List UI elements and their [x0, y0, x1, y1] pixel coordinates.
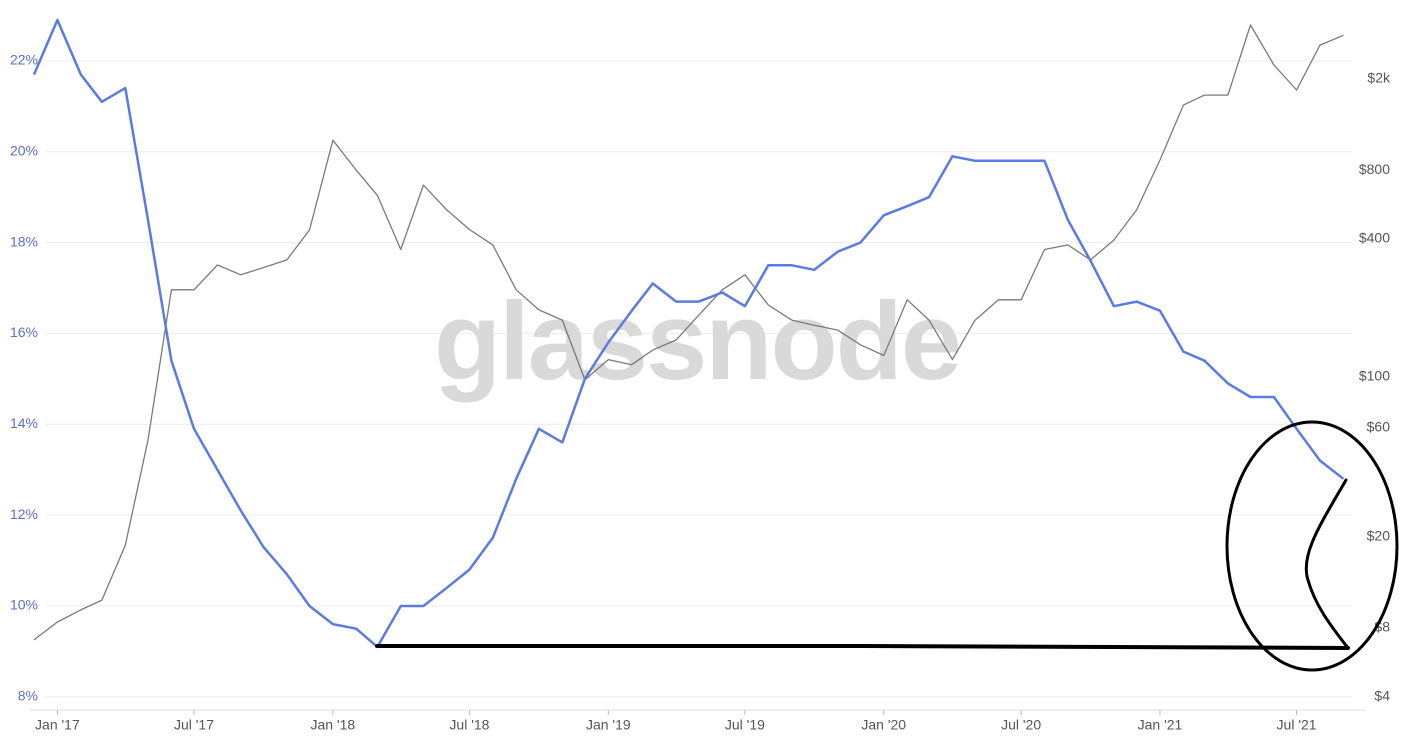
watermark: glassnode — [434, 280, 960, 403]
series-line — [33, 24, 1344, 641]
x-tick-label: Jul '20 — [1001, 717, 1041, 733]
x-tick-label: Jan '20 — [861, 717, 906, 733]
y-tick-label: 14% — [10, 415, 38, 431]
x-tick-label: Jul '19 — [725, 717, 765, 733]
y-tick-label: 8% — [18, 688, 38, 704]
x-tick-label: Jul '21 — [1277, 717, 1317, 733]
y2-tick-label: $60 — [1367, 418, 1391, 434]
x-tick-label: Jul '18 — [449, 717, 489, 733]
series-line — [32, 18, 1345, 649]
y2-tick-label: $800 — [1359, 161, 1390, 177]
y2-tick-label: $20 — [1367, 528, 1391, 544]
x-tick-label: Jul '17 — [174, 717, 214, 733]
y2-tick-label: $400 — [1359, 230, 1390, 246]
y2-tick-label: $2k — [1367, 70, 1391, 86]
y-tick-label: 12% — [10, 506, 38, 522]
annotation-ellipse — [1225, 420, 1399, 672]
annotation — [375, 420, 1399, 672]
grid: 8%10%12%14%16%18%20%22%$4$8$20$60$100$40… — [10, 52, 1391, 733]
y-tick-label: 10% — [10, 597, 38, 613]
x-tick-label: Jan '17 — [35, 717, 80, 733]
annotation-line — [375, 644, 1350, 650]
y-tick-label: 18% — [10, 233, 38, 249]
annotation-curve — [1304, 478, 1350, 650]
x-tick-label: Jan '21 — [1138, 717, 1183, 733]
y-tick-label: 16% — [10, 324, 38, 340]
y-tick-label: 20% — [10, 142, 38, 158]
x-tick-label: Jan '19 — [586, 717, 631, 733]
y2-tick-label: $100 — [1359, 368, 1390, 384]
y-tick-label: 22% — [10, 52, 38, 68]
y2-tick-label: $4 — [1374, 688, 1390, 704]
x-tick-label: Jan '18 — [310, 717, 355, 733]
plot — [32, 18, 1345, 649]
